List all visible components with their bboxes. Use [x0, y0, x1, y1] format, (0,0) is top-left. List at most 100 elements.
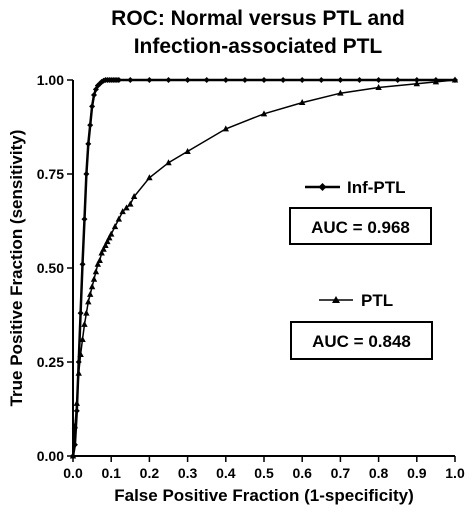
- data-point-ptl: [222, 125, 229, 132]
- data-point-ptl: [451, 76, 459, 83]
- data-point-inf-ptl: [318, 77, 325, 83]
- data-point-ptl: [81, 320, 88, 327]
- x-tick-label: 0.8: [369, 465, 389, 481]
- data-point-inf-ptl: [261, 77, 267, 83]
- data-point-ptl: [115, 215, 123, 222]
- y-tick-label: 0.75: [37, 166, 64, 182]
- auc-ptl-label: AUC = 0.848: [312, 332, 411, 351]
- data-point-ptl: [337, 89, 344, 96]
- legend-inf-ptl-label: Inf-PTL: [347, 178, 406, 197]
- data-point-inf-ptl: [337, 77, 344, 83]
- data-point-ptl: [96, 256, 103, 263]
- data-point-inf-ptl: [81, 216, 88, 223]
- auc-box-ptl-frame: [290, 321, 433, 360]
- x-tick-label: 0.0: [63, 465, 83, 481]
- data-point-ptl: [77, 350, 84, 357]
- data-point-inf-ptl: [203, 77, 210, 83]
- auc-box-ptl: AUC = 0.848: [290, 321, 433, 360]
- data-point-inf-ptl: [89, 103, 96, 110]
- legend-inf-ptl: Inf-PTL: [305, 178, 406, 197]
- data-point-ptl: [94, 260, 102, 267]
- data-point-ptl: [413, 80, 420, 87]
- data-point-inf-ptl: [165, 77, 172, 83]
- data-point-inf-ptl: [299, 77, 306, 83]
- y-tick-label: 0.00: [37, 448, 64, 464]
- plot-area: 0.0 0.1 0.2 0.3 0.4 0.5 0.6 0.7 0.8 0.9 1.0 0.000.…: [37, 72, 465, 481]
- data-point-ptl: [106, 234, 113, 241]
- x-axis-label: False Positive Fraction (1-specificity): [114, 486, 413, 505]
- auc-box-inf-ptl: AUC = 0.968: [289, 207, 432, 245]
- data-point-inf-ptl: [184, 77, 191, 83]
- y-tick-label: 1.00: [37, 72, 64, 88]
- x-tick-label: 0.2: [140, 465, 160, 481]
- legend-inf-ptl-marker: [318, 183, 327, 191]
- auc-inf-ptl-label: AUC = 0.968: [311, 218, 410, 237]
- data-point-ptl: [260, 110, 268, 117]
- data-point-ptl: [90, 275, 98, 282]
- x-tick-label: 0.3: [178, 465, 198, 481]
- data-point-ptl: [432, 78, 440, 85]
- data-point-inf-ptl: [75, 359, 82, 365]
- data-point-ptl: [98, 249, 105, 256]
- x-tick-label: 0.7: [331, 465, 351, 481]
- data-point-ptl: [71, 422, 79, 429]
- data-point-inf-ptl: [85, 140, 92, 147]
- x-tick-label: 0.1: [101, 465, 121, 481]
- data-point-ptl: [299, 99, 306, 106]
- data-point-ptl: [184, 147, 191, 154]
- chart-title-line-1: ROC: Normal versus PTL and: [111, 7, 405, 30]
- y-axis-label: True Positive Fraction (sensitivity): [7, 130, 26, 407]
- y-tick-label: 0.50: [37, 260, 64, 276]
- data-point-ptl: [73, 399, 81, 406]
- auc-box-inf-ptl-frame: [289, 207, 432, 245]
- data-point-inf-ptl: [356, 77, 363, 83]
- y-ticks: 0.00 0.25 0.50 0.75 1.00: [37, 72, 73, 464]
- data-point-ptl: [100, 245, 107, 252]
- data-point-ptl: [86, 290, 94, 297]
- x-tick-label: 0.9: [407, 465, 427, 481]
- data-point-ptl: [85, 298, 92, 305]
- data-point-ptl: [92, 268, 100, 275]
- x-tick-label: 1.0: [445, 465, 465, 481]
- data-point-inf-ptl: [375, 77, 382, 83]
- series-line-ptl: [72, 79, 456, 457]
- data-point-ptl: [102, 241, 109, 248]
- data-point-inf-ptl: [115, 77, 122, 83]
- data-point-inf-ptl: [79, 261, 86, 268]
- data-point-inf-ptl: [77, 310, 84, 317]
- x-tick-label: 0.4: [216, 465, 236, 481]
- data-point-ptl: [108, 230, 115, 237]
- data-point-ptl: [165, 159, 172, 166]
- data-point-ptl: [75, 369, 82, 376]
- data-point-inf-ptl: [413, 77, 420, 83]
- data-point-ptl: [111, 223, 119, 230]
- data-point-ptl: [83, 309, 90, 316]
- legend-ptl-marker: [332, 296, 340, 303]
- data-point-inf-ptl: [87, 122, 94, 129]
- data-point-ptl: [130, 193, 138, 200]
- data-point-inf-ptl: [222, 77, 229, 83]
- legend-ptl: PTL: [319, 291, 393, 310]
- x-tick-label: 0.5: [254, 465, 274, 481]
- x-ticks: 0.0 0.1 0.2 0.3 0.4 0.5 0.6 0.7 0.8 0.9 1.0: [63, 456, 465, 481]
- data-point-inf-ptl: [241, 77, 248, 83]
- data-point-inf-ptl: [394, 77, 401, 83]
- data-point-inf-ptl: [280, 77, 287, 83]
- data-point-inf-ptl: [146, 77, 153, 83]
- chart-title-line-2: Infection-associated PTL: [134, 35, 383, 58]
- data-point-ptl: [79, 335, 86, 342]
- data-point-ptl: [123, 204, 130, 211]
- series-line-inf-ptl: [71, 78, 455, 457]
- data-point-inf-ptl: [127, 77, 134, 83]
- y-tick-label: 0.25: [37, 354, 64, 370]
- x-tick-label: 0.6: [292, 465, 312, 481]
- legend-ptl-label: PTL: [361, 291, 393, 310]
- data-point-ptl: [88, 283, 96, 290]
- data-point-ptl: [146, 174, 153, 181]
- data-point-ptl: [104, 238, 111, 245]
- series-layer: [69, 76, 459, 459]
- data-point-ptl: [119, 208, 126, 215]
- data-point-ptl: [375, 84, 382, 91]
- data-point-inf-ptl: [83, 171, 90, 177]
